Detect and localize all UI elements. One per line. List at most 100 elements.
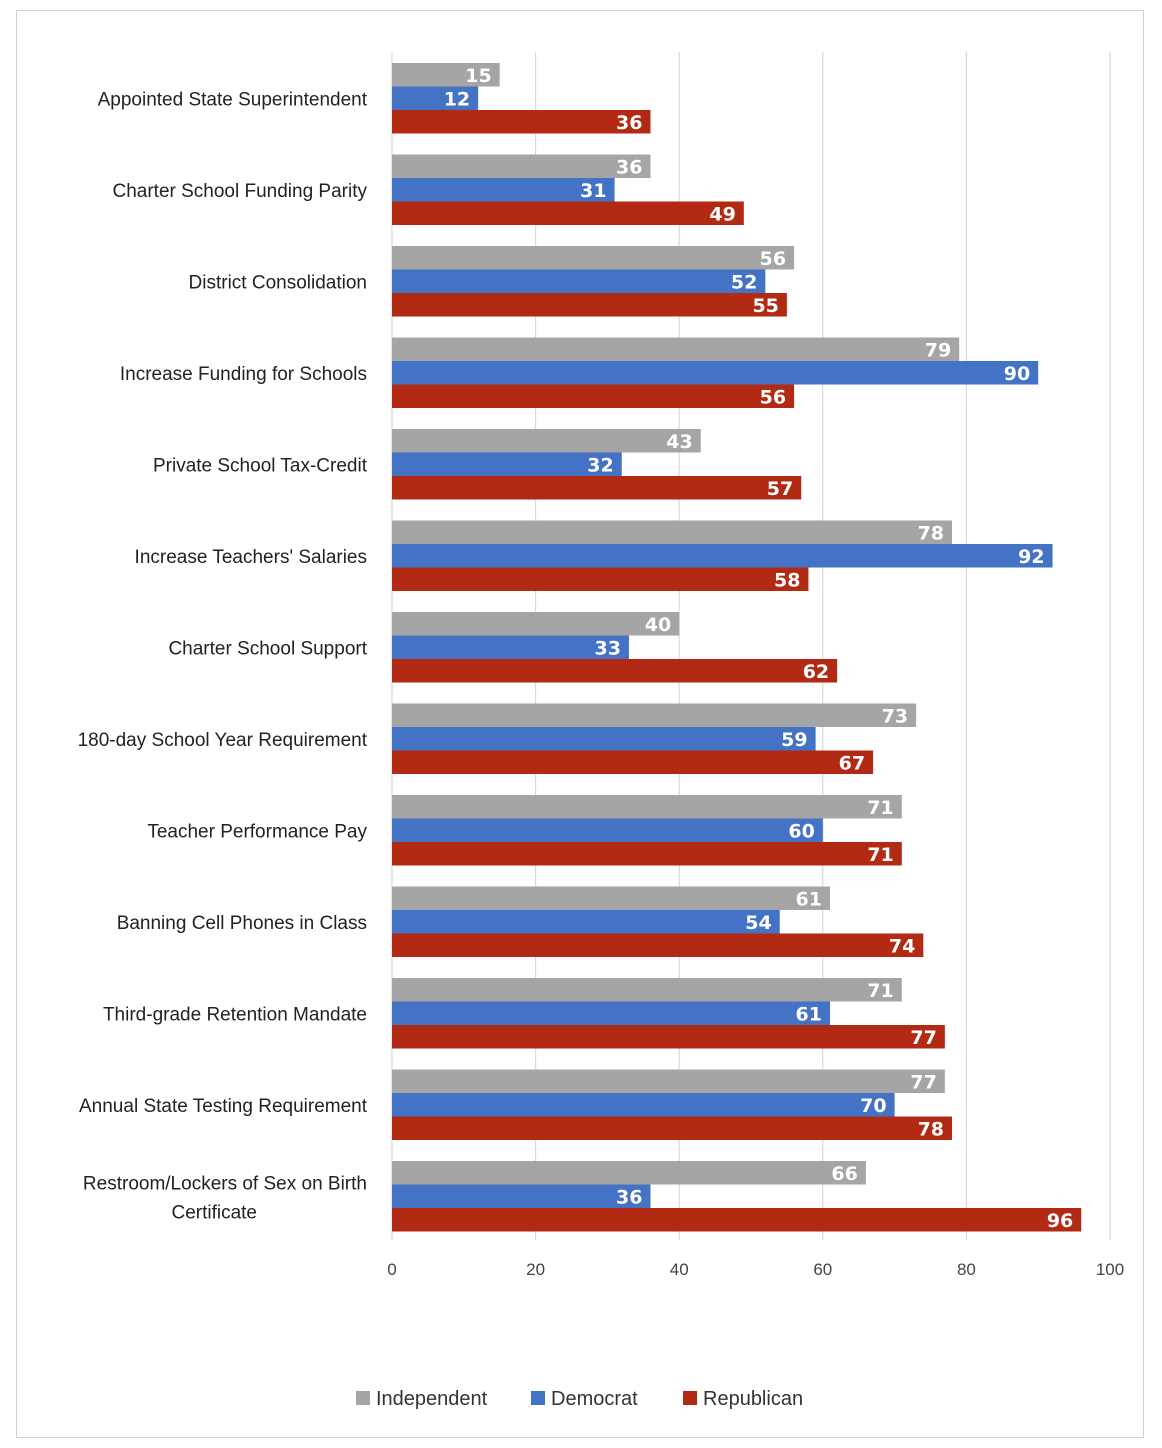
data-label: 61 [796, 888, 822, 910]
category-label: District Consolidation [189, 272, 367, 293]
bar-democrat [392, 818, 823, 842]
data-label: 52 [731, 271, 757, 293]
bar-republican [392, 293, 787, 317]
bar-republican [392, 384, 795, 408]
category-label: Charter School Support [168, 638, 367, 659]
bar-republican [392, 750, 874, 774]
category-label: Increase Funding for Schools [120, 364, 367, 385]
data-label: 55 [752, 295, 778, 317]
data-label: 59 [781, 729, 807, 751]
category-label: Private School Tax-Credit [153, 455, 368, 476]
bar-democrat [392, 910, 780, 934]
category-label: 180-day School Year Requirement [78, 730, 368, 751]
data-label: 58 [774, 569, 800, 591]
bar-independent [392, 154, 651, 178]
data-label: 73 [882, 705, 908, 727]
data-label: 67 [839, 752, 865, 774]
bar-republican [392, 201, 744, 225]
legend-label-democrat: Democrat [551, 1388, 638, 1410]
data-label: 78 [918, 522, 944, 544]
bar-republican [392, 933, 924, 957]
data-label: 36 [616, 1186, 642, 1208]
data-label: 15 [465, 65, 491, 87]
x-tick-label: 20 [526, 1260, 545, 1279]
bar-independent [392, 978, 902, 1002]
data-label: 57 [767, 478, 793, 500]
category-label: Increase Teachers' Salaries [135, 547, 367, 568]
bar-democrat [392, 1184, 651, 1208]
data-label: 56 [760, 248, 786, 270]
legend: Independent Democrat Republican [356, 1388, 803, 1410]
x-axis-ticks: 0 20 40 60 80 100 [387, 1260, 1124, 1279]
bar-republican [392, 476, 802, 500]
bar-democrat [392, 1093, 895, 1117]
legend-label-independent: Independent [376, 1388, 488, 1410]
data-label: 74 [889, 935, 915, 957]
data-label: 36 [616, 112, 642, 134]
bar-independent [392, 429, 701, 453]
data-label: 40 [645, 614, 671, 636]
bar-independent [392, 886, 830, 910]
legend-swatch-republican [683, 1391, 697, 1405]
data-label: 33 [594, 637, 620, 659]
category-labels: Appointed State Superintendent Charter Sc… [78, 89, 368, 1223]
data-label: 71 [867, 797, 893, 819]
data-label: 96 [1047, 1210, 1073, 1232]
data-label: 12 [444, 88, 470, 110]
bars: 1512363631495652557990564332577892584033… [392, 63, 1082, 1232]
bar-democrat [392, 361, 1039, 385]
bar-republican [392, 1025, 945, 1049]
category-label: Charter School Funding Parity [112, 181, 367, 202]
data-label: 43 [666, 431, 692, 453]
data-label: 62 [803, 661, 829, 683]
category-label: Annual State Testing Requirement [79, 1096, 368, 1117]
bar-democrat [392, 269, 766, 293]
category-label: Banning Cell Phones in Class [117, 913, 367, 934]
bar-republican [392, 842, 902, 866]
data-label: 79 [925, 339, 951, 361]
bar-republican [392, 1208, 1082, 1232]
bar-independent [392, 612, 680, 636]
bar-democrat [392, 727, 816, 751]
x-tick-label: 60 [813, 1260, 832, 1279]
data-label: 54 [745, 912, 771, 934]
data-label: 71 [867, 980, 893, 1002]
bar-republican [392, 1116, 953, 1140]
bar-independent [392, 1161, 866, 1185]
data-label: 77 [910, 1027, 936, 1049]
bar-republican [392, 567, 809, 591]
data-label: 60 [788, 820, 814, 842]
data-label: 90 [1004, 363, 1030, 385]
category-label: Teacher Performance Pay [147, 821, 367, 842]
bar-independent [392, 703, 917, 727]
bar-independent [392, 520, 953, 544]
data-label: 70 [860, 1095, 886, 1117]
category-label: Appointed State Superintendent [98, 89, 368, 110]
x-tick-label: 40 [670, 1260, 689, 1279]
data-label: 71 [867, 844, 893, 866]
legend-swatch-democrat [531, 1391, 545, 1405]
category-label: Restroom/Lockers of Sex on Birth Certific… [83, 1173, 367, 1223]
data-label: 66 [831, 1163, 857, 1185]
bar-democrat [392, 86, 479, 110]
legend-label-republican: Republican [703, 1388, 803, 1410]
bar-independent [392, 795, 902, 819]
bar-democrat [392, 1001, 830, 1025]
bar-independent [392, 63, 500, 87]
category-label: Third-grade Retention Mandate [103, 1004, 367, 1025]
bar-democrat [392, 452, 622, 476]
data-label: 36 [616, 156, 642, 178]
bar-republican [392, 659, 838, 683]
bar-independent [392, 337, 960, 361]
data-label: 31 [580, 180, 606, 202]
bar-democrat [392, 178, 615, 202]
data-label: 92 [1018, 546, 1044, 568]
bar-republican [392, 110, 651, 134]
data-label: 49 [709, 203, 735, 225]
bar-democrat [392, 635, 629, 659]
data-label: 56 [760, 386, 786, 408]
bar-independent [392, 246, 795, 270]
data-label: 32 [587, 454, 613, 476]
x-tick-label: 0 [387, 1260, 396, 1279]
